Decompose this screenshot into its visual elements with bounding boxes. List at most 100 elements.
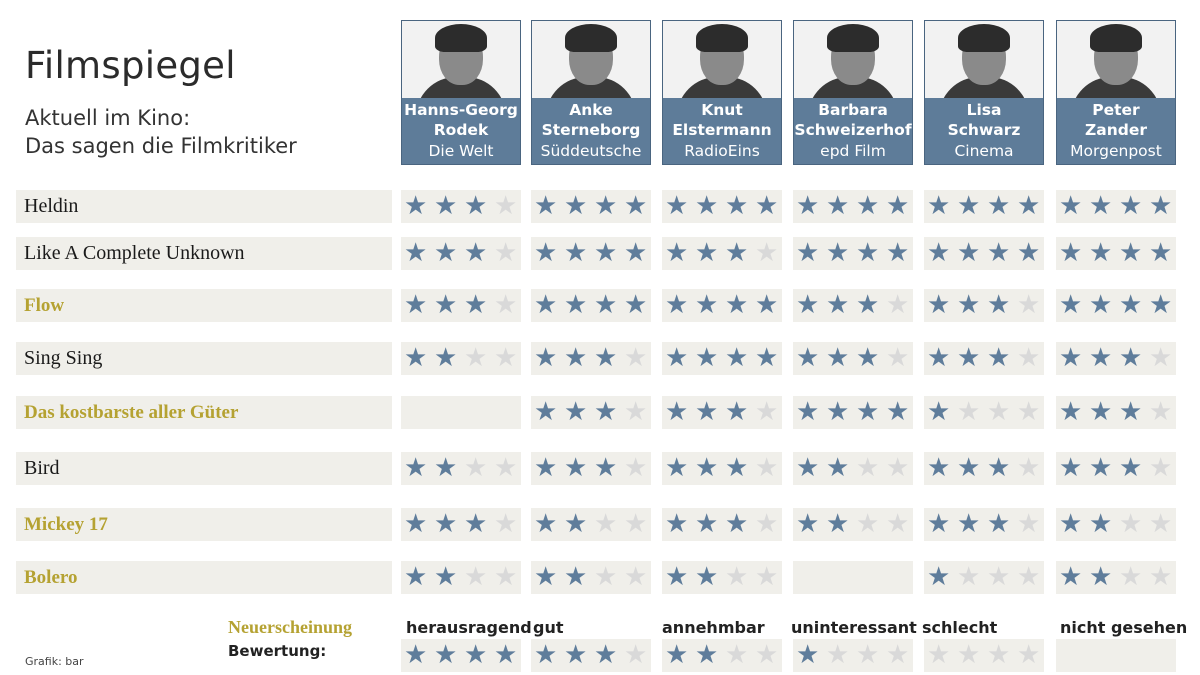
- star-filled-icon: ★: [564, 238, 588, 268]
- rating-cell: ★ ★ ★ ★: [1056, 289, 1176, 322]
- star-empty-icon: ★: [494, 453, 518, 483]
- star-filled-icon: ★: [564, 453, 588, 483]
- subtitle-line-1: Aktuell im Kino:: [25, 106, 191, 130]
- critic-card: Hanns-Georg Rodek Die Welt: [401, 20, 521, 165]
- star-empty-icon: ★: [1119, 509, 1143, 539]
- rating-cell: ★ ★ ★ ★: [401, 190, 521, 223]
- star-empty-icon: ★: [624, 640, 648, 670]
- star-filled-icon: ★: [1149, 238, 1173, 268]
- critic-card: Lisa Schwarz Cinema: [924, 20, 1044, 165]
- rating-cell: ★ ★ ★ ★: [924, 508, 1044, 541]
- legend-level-label: annehmbar: [662, 618, 765, 637]
- star-filled-icon: ★: [796, 640, 820, 670]
- star-empty-icon: ★: [886, 453, 910, 483]
- rating-cell: ★ ★ ★ ★: [793, 396, 913, 429]
- star-filled-icon: ★: [594, 191, 618, 221]
- star-filled-icon: ★: [725, 453, 749, 483]
- star-filled-icon: ★: [594, 397, 618, 427]
- movie-title: Sing Sing: [16, 342, 392, 375]
- star-filled-icon: ★: [1089, 343, 1113, 373]
- rating-cell: ★ ★ ★ ★: [924, 452, 1044, 485]
- critic-name: Peter Zander: [1057, 100, 1175, 140]
- star-filled-icon: ★: [856, 191, 880, 221]
- star-filled-icon: ★: [1059, 562, 1083, 592]
- critic-name-line-2: Sterneborg: [541, 121, 641, 139]
- star-filled-icon: ★: [796, 509, 820, 539]
- star-filled-icon: ★: [826, 397, 850, 427]
- movie-title: Heldin: [16, 190, 392, 223]
- star-filled-icon: ★: [1059, 509, 1083, 539]
- critic-name: Barbara Schweizerhof: [794, 100, 912, 140]
- star-filled-icon: ★: [464, 191, 488, 221]
- star-empty-icon: ★: [1149, 453, 1173, 483]
- star-filled-icon: ★: [725, 509, 749, 539]
- star-filled-icon: ★: [1089, 290, 1113, 320]
- star-empty-icon: ★: [957, 640, 981, 670]
- star-filled-icon: ★: [927, 453, 951, 483]
- star-filled-icon: ★: [404, 562, 428, 592]
- critic-name: Anke Sterneborg: [532, 100, 650, 140]
- star-filled-icon: ★: [665, 453, 689, 483]
- star-filled-icon: ★: [1089, 562, 1113, 592]
- rating-cell: ★ ★ ★ ★: [662, 561, 782, 594]
- critic-outlet: Die Welt: [428, 142, 494, 160]
- star-filled-icon: ★: [755, 290, 779, 320]
- star-filled-icon: ★: [564, 290, 588, 320]
- star-filled-icon: ★: [1149, 191, 1173, 221]
- star-filled-icon: ★: [886, 397, 910, 427]
- star-empty-icon: ★: [494, 562, 518, 592]
- star-empty-icon: ★: [464, 453, 488, 483]
- critic-name-line-2: Schweizerhof: [794, 121, 912, 139]
- star-filled-icon: ★: [1089, 397, 1113, 427]
- star-empty-icon: ★: [594, 562, 618, 592]
- critic-name-line-2: Elstermann: [672, 121, 772, 139]
- star-filled-icon: ★: [434, 562, 458, 592]
- star-filled-icon: ★: [464, 509, 488, 539]
- star-empty-icon: ★: [1017, 453, 1041, 483]
- rating-cell: ★ ★ ★ ★: [1056, 396, 1176, 429]
- star-filled-icon: ★: [624, 238, 648, 268]
- critic-name-line-2: Schwarz: [947, 121, 1021, 139]
- star-filled-icon: ★: [1089, 509, 1113, 539]
- star-filled-icon: ★: [665, 509, 689, 539]
- rating-cell: ★ ★ ★ ★: [662, 396, 782, 429]
- star-filled-icon: ★: [695, 640, 719, 670]
- rating-cell: ★ ★ ★ ★: [793, 508, 913, 541]
- star-filled-icon: ★: [957, 191, 981, 221]
- star-filled-icon: ★: [927, 397, 951, 427]
- star-filled-icon: ★: [695, 191, 719, 221]
- rating-cell: ★ ★ ★ ★: [531, 190, 651, 223]
- star-filled-icon: ★: [534, 562, 558, 592]
- star-filled-icon: ★: [1089, 191, 1113, 221]
- critic-card: Knut Elstermann RadioEins: [662, 20, 782, 165]
- rating-cell: ★ ★ ★ ★: [793, 190, 913, 223]
- star-filled-icon: ★: [534, 191, 558, 221]
- star-filled-icon: ★: [564, 640, 588, 670]
- star-filled-icon: ★: [856, 343, 880, 373]
- star-empty-icon: ★: [1149, 562, 1173, 592]
- star-filled-icon: ★: [826, 509, 850, 539]
- star-filled-icon: ★: [1119, 343, 1143, 373]
- portrait-shoulders: [546, 77, 636, 98]
- star-empty-icon: ★: [886, 640, 910, 670]
- critic-card: Anke Sterneborg Süddeutsche: [531, 20, 651, 165]
- star-filled-icon: ★: [404, 290, 428, 320]
- star-filled-icon: ★: [434, 238, 458, 268]
- legend-level-label: schlecht: [922, 618, 998, 637]
- star-filled-icon: ★: [755, 343, 779, 373]
- star-filled-icon: ★: [927, 290, 951, 320]
- star-filled-icon: ★: [1119, 290, 1143, 320]
- star-filled-icon: ★: [1059, 397, 1083, 427]
- star-filled-icon: ★: [796, 238, 820, 268]
- rating-cell: ★ ★ ★ ★: [1056, 508, 1176, 541]
- star-filled-icon: ★: [534, 509, 558, 539]
- rating-cell: ★ ★ ★ ★: [924, 342, 1044, 375]
- star-filled-icon: ★: [1059, 191, 1083, 221]
- star-filled-icon: ★: [695, 343, 719, 373]
- star-filled-icon: ★: [1119, 453, 1143, 483]
- star-filled-icon: ★: [1119, 238, 1143, 268]
- critic-portrait: [1057, 21, 1175, 98]
- star-filled-icon: ★: [826, 343, 850, 373]
- star-filled-icon: ★: [695, 509, 719, 539]
- star-filled-icon: ★: [1017, 238, 1041, 268]
